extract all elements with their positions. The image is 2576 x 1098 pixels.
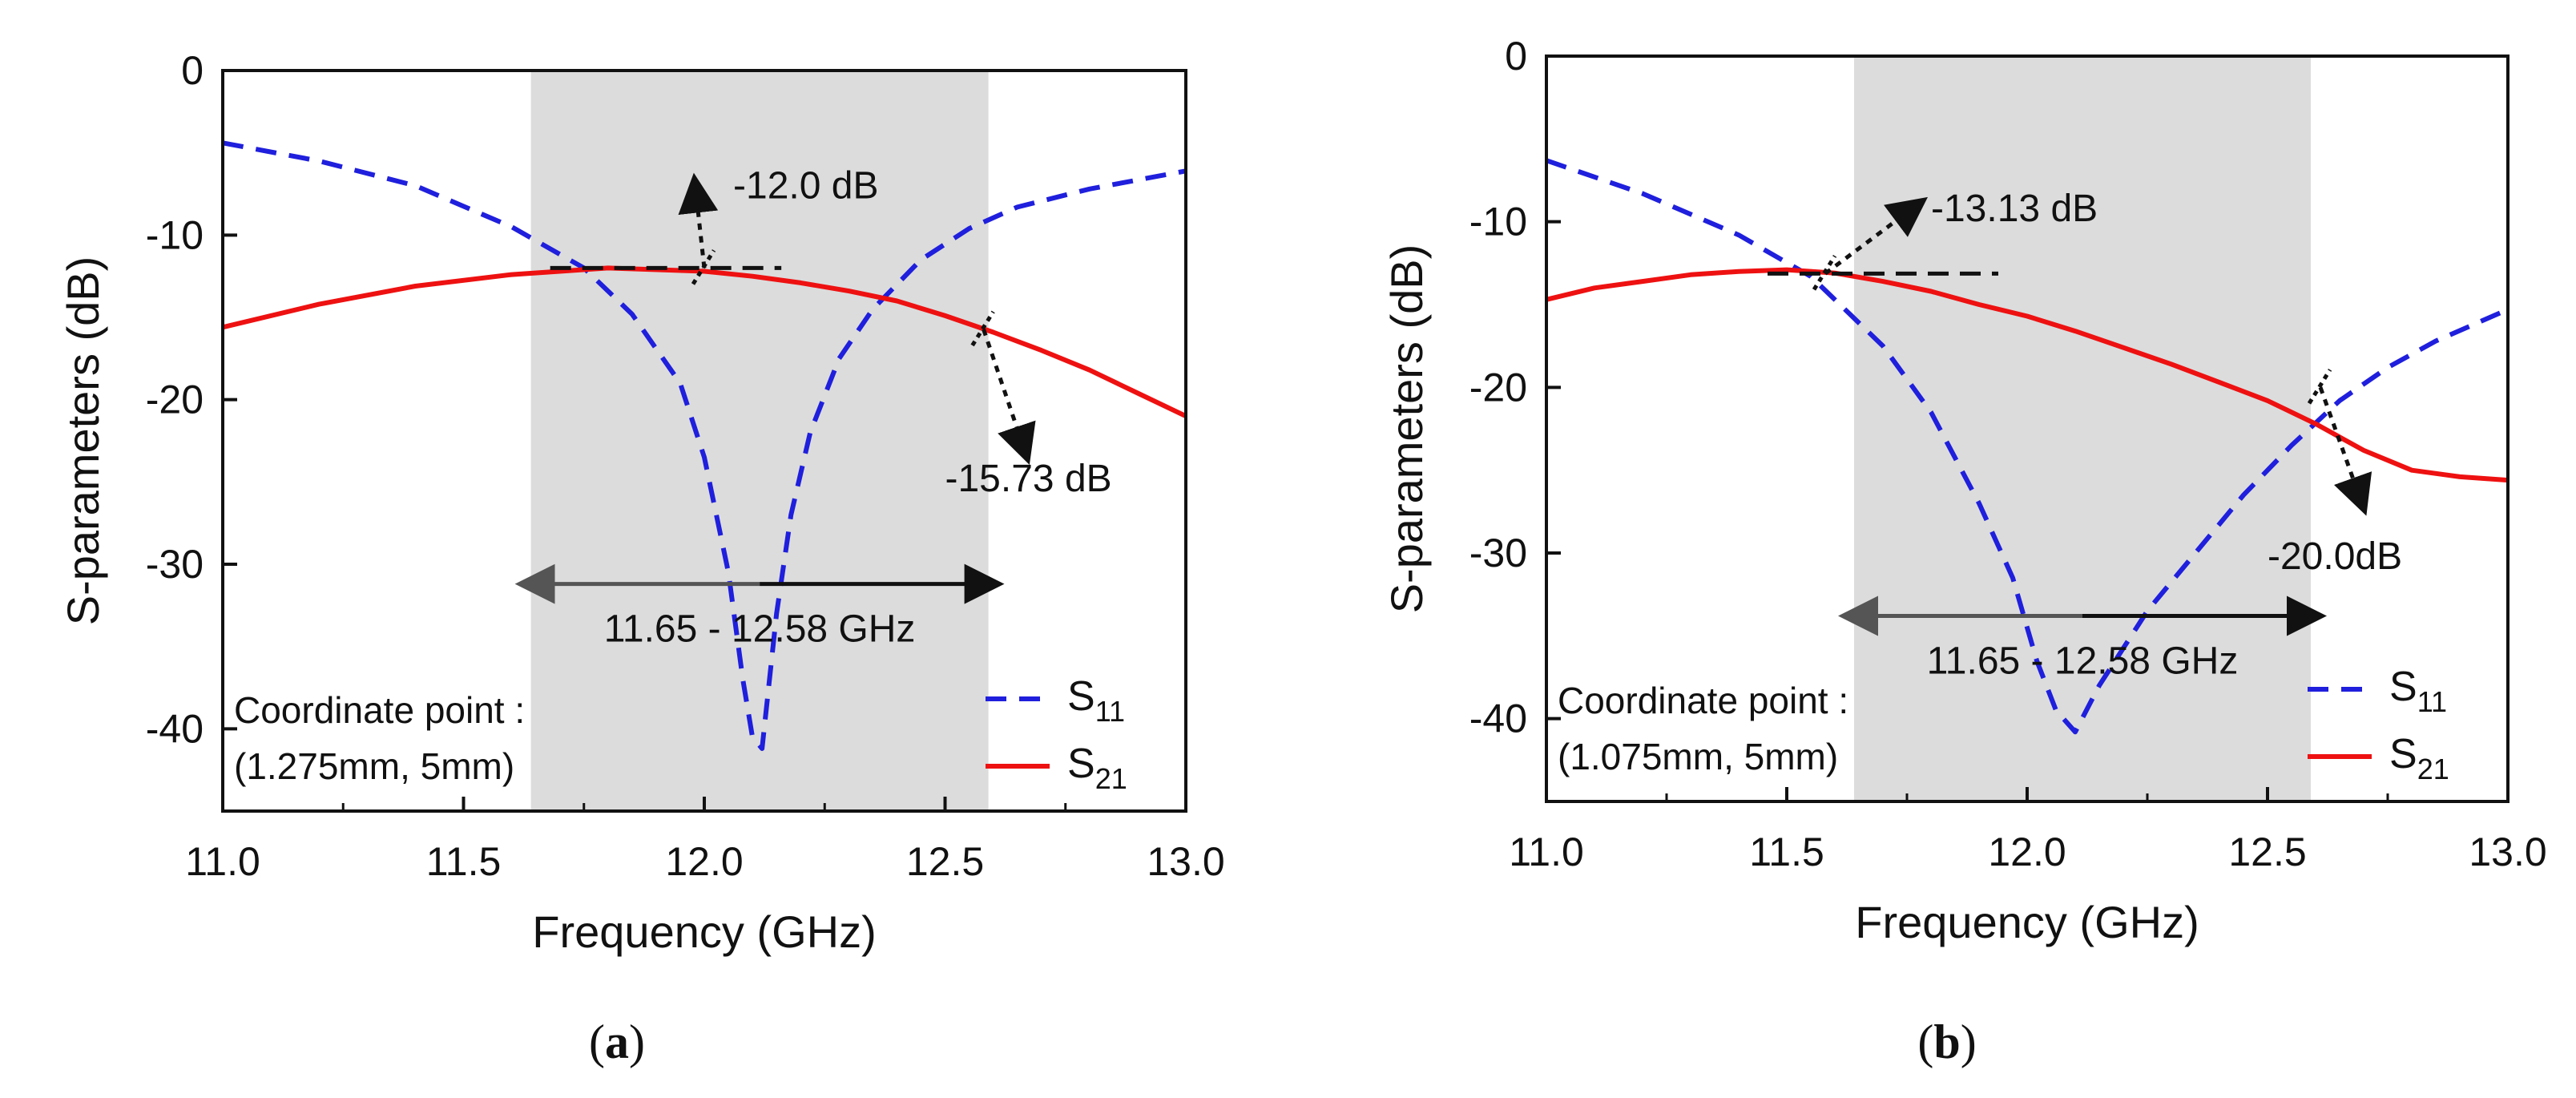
panel-a: 11.0 11.5 12.0 12.5 13.0 0 -10 -20 -30 -40 11.65 … [58,48,1225,1068]
x-tick-label: 11.5 [426,839,502,884]
point-marker [2307,369,2332,405]
y-tick-label: -30 [1469,531,1527,575]
y-tick-label: -10 [146,212,204,257]
y-tick-label: -40 [146,706,204,751]
s11-line [222,140,1187,751]
s21-line [1546,267,2509,483]
passband-shading [530,71,989,811]
y-tick-label: 0 [181,48,204,93]
legend-s11-label: S11 [2389,664,2447,718]
annotation-arrow [982,329,1036,466]
plot-frame [1545,54,2509,803]
annotations [1768,196,2372,636]
x-axis-label: Frequency (GHz) [532,906,876,957]
point-marker [970,310,995,347]
y-tick-label: -20 [1469,365,1527,410]
x-tick-label: 12.5 [2228,830,2306,874]
axis-ticks: 11.0 11.5 12.0 12.5 13.0 0 -10 -20 -30 -40 [146,48,1225,884]
y-tick-label: -10 [1469,200,1527,244]
x-tick-label: 12.5 [906,839,984,884]
annotation-arrow [2318,386,2372,516]
x-tick-label: 13.0 [2469,830,2546,874]
axis-ticks: 11.0 11.5 12.0 12.5 13.0 0 -10 -20 -30 -40 [1469,34,2547,874]
band-label: 11.65 - 12.58 GHz [604,608,916,651]
s11-line [1546,158,2509,735]
passband-shading [1854,56,2311,801]
legend-s11-label: S11 [1067,673,1125,728]
annotation-label: -12.0 dB [733,165,878,208]
coordinate-note-value: (1.075mm, 5mm) [1558,736,1838,777]
x-tick-label: 12.0 [665,839,743,884]
annotations [514,172,1036,604]
coordinate-note-title: Coordinate point : [1558,680,1848,721]
x-tick-label: 11.0 [1509,830,1584,874]
annotation-label: -20.0dB [2268,535,2402,578]
s21-line [222,265,1187,418]
y-axis-label: S-parameters (dB) [58,256,108,626]
annotation-label: -13.13 dB [1931,188,2098,230]
y-tick-label: 0 [1505,34,1527,79]
annotation-label: -15.73 dB [945,458,1112,500]
panel-caption: (b) [1917,1015,1976,1068]
y-tick-label: -20 [146,377,204,422]
plot-frame [221,69,1187,813]
x-tick-label: 12.0 [1988,830,2066,874]
x-tick-label: 11.5 [1749,830,1824,874]
y-tick-label: -30 [146,542,204,587]
coordinate-note-title: Coordinate point : [234,689,525,731]
x-tick-label: 13.0 [1147,839,1224,884]
panel-caption: (a) [589,1015,645,1068]
legend-s21-label: S21 [2389,731,2449,785]
point-marker [1812,255,1837,291]
panel-b: 11.0 11.5 12.0 12.5 13.0 0 -10 -20 -30 -40 11.65 … [1381,34,2547,1068]
annotation-arrow [678,172,719,268]
legend-s21-label: S21 [1067,741,1127,795]
x-axis-label: Frequency (GHz) [1855,897,2199,947]
y-axis-label: S-parameters (dB) [1381,244,1432,614]
y-tick-label: -40 [1469,696,1527,741]
x-tick-label: 11.0 [185,839,260,884]
band-label: 11.65 - 12.58 GHz [1927,640,2239,683]
coordinate-note-value: (1.275mm, 5mm) [234,745,514,787]
